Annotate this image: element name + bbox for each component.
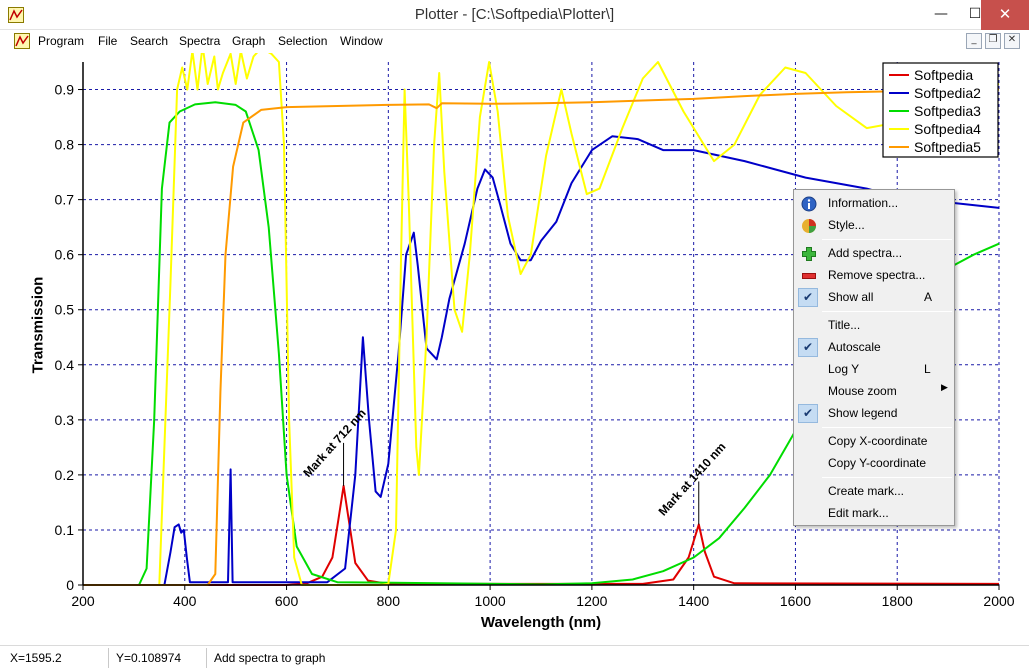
legend-entry: Softpedia3	[914, 103, 981, 119]
menu-item-label: Show legend	[828, 406, 898, 420]
y-tick-label: 0.8	[55, 137, 75, 153]
menu-item-autoscale[interactable]: ✔ Autoscale	[796, 336, 953, 358]
x-tick-label: 1400	[678, 593, 709, 609]
menu-item-copy-y[interactable]: Copy Y-coordinate	[796, 452, 953, 474]
menu-item-label: Copy Y-coordinate	[828, 456, 927, 470]
y-tick-label: 0.9	[55, 82, 75, 98]
menu-item-label: Log Y	[828, 362, 860, 376]
series-line-4	[83, 44, 1000, 586]
series-line-5	[83, 88, 1000, 586]
document-icon[interactable]	[14, 33, 30, 49]
y-tick-label: 0	[66, 577, 74, 593]
title-bar: Plotter - [C:\Softpedia\Plotter\] — ☐ ✕	[0, 0, 1029, 30]
menu-item-mouse-zoom[interactable]: Mouse zoom ▶	[796, 380, 953, 402]
series-line-2	[83, 135, 1000, 586]
menu-selection[interactable]: Selection	[278, 34, 328, 48]
mark-label: Mark at 712 nm	[300, 406, 368, 480]
check-icon: ✔	[798, 288, 818, 307]
y-tick-label: 0.7	[55, 192, 75, 208]
x-tick-label: 1800	[882, 593, 913, 609]
status-divider	[206, 648, 207, 668]
x-tick-label: 1600	[780, 593, 811, 609]
menu-item-label: Title...	[828, 318, 861, 332]
legend-entry: Softpedia	[914, 67, 973, 83]
x-tick-label: 200	[71, 593, 95, 609]
check-icon: ✔	[798, 338, 818, 357]
menu-item-label: Mouse zoom	[828, 384, 897, 398]
menu-file[interactable]: File	[98, 34, 118, 48]
menu-item-add-spectra[interactable]: Add spectra...	[796, 242, 953, 264]
minimize-button[interactable]: —	[934, 6, 948, 22]
y-axis-label: Transmission	[29, 276, 47, 374]
x-tick-label: 400	[173, 593, 197, 609]
info-icon	[801, 196, 817, 212]
close-button[interactable]: ✕	[981, 0, 1029, 30]
submenu-arrow-icon: ▶	[941, 383, 948, 393]
menu-item-label: Create mark...	[828, 484, 905, 498]
legend-entry: Softpedia5	[914, 139, 981, 155]
menu-item-label: Autoscale	[828, 340, 881, 354]
mdi-restore-button[interactable]: ❐	[985, 33, 1001, 49]
menu-item-create-mark[interactable]: Create mark...	[796, 480, 953, 502]
menu-item-show-all[interactable]: ✔ Show all A	[796, 286, 953, 308]
menu-item-show-legend[interactable]: ✔ Show legend	[796, 402, 953, 424]
menu-item-edit-mark[interactable]: Edit mark...	[796, 502, 953, 524]
legend-entry: Softpedia2	[914, 85, 981, 101]
menu-item-shortcut: A	[924, 290, 933, 304]
window-title: Plotter - [C:\Softpedia\Plotter\]	[414, 6, 615, 23]
menu-item-label: Show all	[828, 290, 874, 304]
legend-entry: Softpedia4	[914, 121, 981, 137]
menu-item-information[interactable]: Information...	[796, 192, 953, 214]
status-message: Add spectra to graph	[214, 651, 326, 665]
menu-item-title[interactable]: Title...	[796, 314, 953, 336]
y-tick-label: 0.1	[55, 522, 75, 538]
menu-separator	[822, 477, 952, 478]
menu-separator	[822, 311, 952, 312]
app-icon	[8, 7, 24, 23]
menu-graph[interactable]: Graph	[232, 34, 266, 48]
menu-item-shortcut: L	[924, 362, 931, 376]
x-tick-label: 1200	[576, 593, 607, 609]
menu-separator	[822, 239, 952, 240]
status-divider	[108, 648, 109, 668]
maximize-button[interactable]: ☐	[968, 6, 982, 22]
mdi-close-button[interactable]: ✕	[1004, 33, 1020, 49]
menu-item-label: Remove spectra...	[828, 268, 926, 282]
menu-spectra[interactable]: Spectra	[179, 34, 221, 48]
x-axis-label: Wavelength (nm)	[481, 614, 601, 631]
mdi-minimize-button[interactable]: _	[966, 33, 982, 49]
menu-item-log-y[interactable]: Log Y L	[796, 358, 953, 380]
add-icon	[802, 247, 816, 261]
menu-bar: Program File Search Spectra Graph Select…	[0, 31, 1029, 51]
x-tick-label: 2000	[983, 593, 1014, 609]
x-tick-label: 800	[377, 593, 401, 609]
menu-program[interactable]: Program	[38, 34, 85, 48]
menu-separator	[822, 427, 952, 428]
x-tick-label: 1000	[475, 593, 506, 609]
remove-icon	[802, 273, 816, 279]
y-tick-label: 0.6	[55, 247, 75, 263]
menu-item-label: Information...	[828, 196, 899, 210]
y-tick-label: 0.2	[55, 467, 75, 483]
style-icon	[802, 219, 816, 233]
menu-search[interactable]: Search	[130, 34, 169, 48]
check-icon: ✔	[798, 404, 818, 423]
menu-item-label: Style...	[828, 218, 865, 232]
mark-label: Mark at 1410 nm	[656, 440, 729, 519]
status-bar: X=1595.2 Y=0.108974 Add spectra to graph	[0, 645, 1029, 670]
menu-item-copy-x[interactable]: Copy X-coordinate	[796, 430, 953, 452]
context-menu: Information... Style... Add spectra... R…	[793, 189, 955, 526]
menu-window[interactable]: Window	[340, 34, 383, 48]
y-tick-label: 0.3	[55, 412, 75, 428]
y-tick-label: 0.4	[55, 357, 75, 373]
status-x-coordinate: X=1595.2	[10, 651, 62, 665]
menu-item-label: Copy X-coordinate	[828, 434, 928, 448]
status-y-coordinate: Y=0.108974	[116, 651, 182, 665]
menu-item-label: Add spectra...	[828, 246, 903, 260]
y-tick-label: 0.5	[55, 302, 75, 318]
menu-item-label: Edit mark...	[828, 506, 889, 520]
x-tick-label: 600	[275, 593, 299, 609]
menu-item-remove-spectra[interactable]: Remove spectra...	[796, 264, 953, 286]
menu-item-style[interactable]: Style...	[796, 214, 953, 236]
